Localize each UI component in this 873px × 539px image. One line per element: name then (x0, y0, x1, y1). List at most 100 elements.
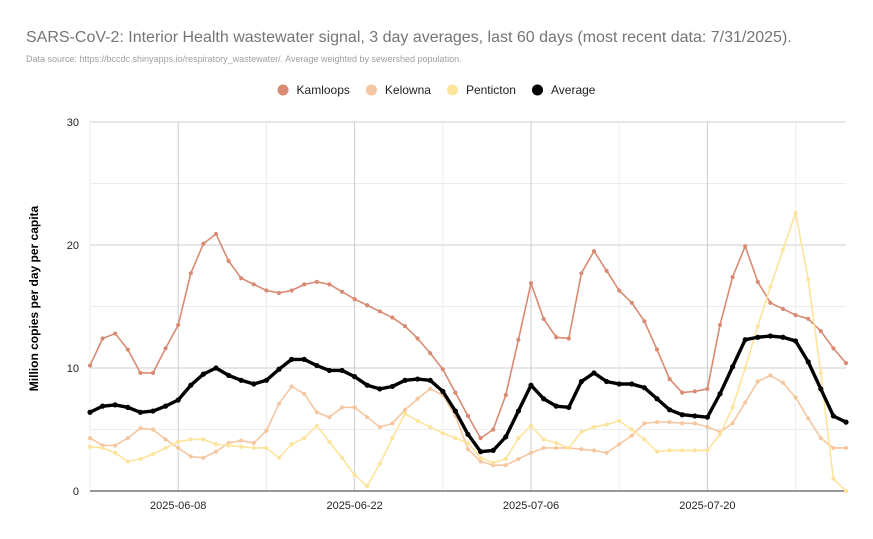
data-point-kelowna (818, 436, 823, 441)
data-point-penticton (125, 459, 130, 464)
data-point-kamloops (428, 351, 433, 356)
series-layer (87, 210, 849, 494)
data-point-penticton (806, 277, 811, 282)
data-point-average (238, 377, 244, 383)
data-point-kamloops (201, 241, 206, 246)
data-point-kelowna (176, 445, 181, 451)
data-point-kamloops (692, 389, 697, 394)
data-point-kelowna (365, 415, 370, 420)
data-point-average (427, 377, 433, 383)
data-point-average (604, 378, 610, 385)
data-point-kelowna (541, 445, 546, 451)
data-point-penticton (428, 424, 433, 430)
chart-title: SARS-CoV-2: Interior Health wastewater s… (26, 29, 792, 46)
data-point-kamloops (125, 347, 130, 352)
data-point-penticton (176, 439, 181, 444)
data-point-average (188, 382, 194, 388)
data-point-average (717, 391, 723, 397)
data-point-kelowna (339, 405, 345, 410)
data-point-kelowna (163, 437, 168, 442)
data-point-kamloops (138, 370, 143, 376)
series-average (87, 333, 849, 455)
data-point-penticton (440, 431, 445, 436)
data-point-kelowna (352, 405, 357, 410)
data-point-penticton (793, 210, 798, 216)
data-point-average (793, 338, 799, 344)
data-point-kelowna (150, 427, 156, 432)
legend-marker (365, 84, 377, 96)
data-point-kamloops (314, 279, 319, 284)
chart-subtitle: Data source: https://bccdc.shinyapps.io/… (26, 54, 462, 64)
data-point-average (415, 376, 421, 382)
data-point-kelowna (201, 455, 206, 460)
data-point-average (314, 362, 320, 369)
data-point-average (263, 377, 269, 383)
data-point-kamloops (150, 370, 156, 376)
data-point-kelowna (478, 459, 483, 464)
data-point-penticton (491, 460, 496, 465)
data-point-kamloops (264, 288, 269, 293)
data-point-average (830, 413, 837, 419)
data-point-kamloops (176, 322, 181, 328)
data-point-kamloops (113, 331, 118, 336)
data-point-average (780, 334, 786, 340)
data-point-kamloops (654, 347, 660, 352)
data-point-penticton (516, 436, 521, 441)
data-point-kamloops (377, 309, 382, 314)
data-point-kamloops (755, 279, 760, 284)
data-point-kamloops (642, 319, 647, 324)
data-point-average (289, 356, 295, 362)
data-point-penticton (365, 483, 370, 489)
data-point-kamloops (516, 337, 521, 342)
data-point-kelowna (402, 407, 408, 412)
data-point-kamloops (541, 316, 546, 321)
series-kelowna (87, 373, 849, 468)
y-axis-title: Million copies per day per capita (27, 205, 41, 391)
data-point-kelowna (503, 463, 508, 468)
data-point-kelowna (667, 420, 672, 425)
data-point-kamloops (478, 436, 483, 441)
x-tick-label: 2025-06-08 (150, 500, 206, 512)
data-point-average (692, 413, 698, 419)
legend-label: Average (551, 83, 596, 97)
data-point-kelowna (251, 440, 256, 446)
data-point-kamloops (629, 300, 634, 305)
data-point-penticton (554, 440, 559, 446)
data-point-kamloops (591, 249, 597, 254)
data-point-kelowna (604, 450, 609, 455)
data-point-average (478, 449, 484, 455)
data-point-kamloops (768, 300, 773, 305)
data-point-average (566, 404, 572, 410)
data-point-penticton (377, 461, 382, 467)
data-point-kelowna (138, 426, 143, 431)
data-point-average (641, 385, 648, 391)
data-point-penticton (730, 405, 735, 410)
data-point-penticton (113, 450, 118, 455)
data-point-penticton (327, 439, 332, 444)
data-point-kelowna (730, 421, 735, 426)
legend-item-kamloops: Kamloops (277, 83, 350, 97)
data-point-average (515, 408, 522, 414)
data-point-penticton (289, 442, 294, 447)
data-point-kamloops (440, 367, 445, 372)
data-point-penticton (302, 436, 307, 441)
data-point-average (629, 381, 635, 387)
data-point-kelowna (793, 395, 798, 400)
legend-item-penticton: Penticton (446, 83, 516, 97)
data-point-kamloops (402, 324, 408, 329)
data-point-penticton (415, 418, 420, 423)
data-point-penticton (667, 448, 672, 453)
data-point-kamloops (276, 290, 282, 296)
data-point-penticton (780, 247, 786, 253)
data-point-average (389, 383, 395, 390)
data-point-kamloops (339, 289, 345, 294)
legend-label: Kelowna (385, 83, 431, 97)
data-point-kelowna (629, 433, 634, 438)
data-point-kelowna (428, 386, 433, 392)
data-point-kelowna (768, 373, 773, 378)
data-point-kelowna (642, 421, 647, 426)
data-point-average (465, 431, 471, 438)
data-point-kelowna (743, 400, 748, 405)
data-point-average (440, 388, 446, 394)
data-point-penticton (239, 444, 244, 449)
